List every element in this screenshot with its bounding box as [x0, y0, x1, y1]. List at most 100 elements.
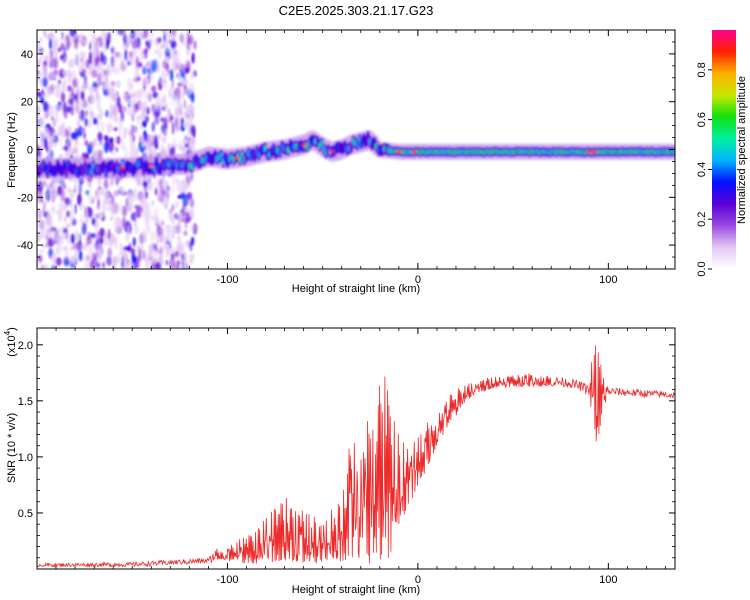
snr-y-label: SNR (10 * v/v)	[6, 413, 18, 483]
broadband-speckle	[179, 92, 185, 100]
snr-y-multiplier: (x104)	[3, 327, 18, 357]
broadband-speckle	[41, 264, 45, 269]
broadband-speckle	[76, 83, 80, 93]
broadband-speckle	[37, 104, 41, 117]
broadband-speckle	[148, 134, 154, 142]
broadband-speckle	[71, 87, 75, 95]
broadband-speckle	[92, 37, 95, 50]
broadband-speckle	[44, 263, 49, 269]
broadband-speckle	[73, 38, 78, 49]
broadband-speckle	[38, 217, 43, 229]
broadband-speckle	[126, 35, 130, 43]
broadband-speckle	[190, 105, 196, 113]
broadband-speckle	[128, 80, 134, 93]
broadband-speckle	[37, 180, 44, 193]
broadband-speckle	[122, 246, 129, 251]
broadband-speckle	[100, 81, 106, 86]
broadband-speckle	[150, 264, 156, 269]
broadband-speckle	[63, 215, 67, 223]
broadband-speckle	[117, 52, 124, 62]
broadband-speckle	[132, 49, 136, 59]
broadband-speckle	[71, 70, 76, 80]
broadband-speckle	[193, 40, 197, 50]
broadband-speckle	[78, 183, 82, 196]
broadband-speckle	[186, 105, 191, 115]
broadband-speckle	[81, 222, 87, 235]
broadband-speckle	[129, 51, 133, 58]
broadband-speckle	[122, 105, 127, 113]
broadband-speckle	[89, 41, 92, 51]
broadband-speckle	[158, 133, 161, 141]
broadband-speckle	[92, 47, 97, 59]
spectrogram-x-tick-label: 100	[599, 274, 617, 286]
broadband-speckle	[120, 63, 127, 72]
broadband-speckle	[48, 71, 54, 81]
broadband-speckle	[110, 211, 114, 219]
broadband-speckle	[112, 49, 117, 58]
broadband-speckle	[94, 252, 99, 257]
colorbar-axes: 0.0 0.2 0.4 0.6 0.8	[696, 62, 712, 277]
colorbar-tick-label: 0.2	[696, 212, 708, 227]
broadband-speckle	[99, 121, 106, 127]
broadband-speckle	[123, 145, 128, 159]
snr-plot-area	[37, 328, 675, 569]
broadband-speckle	[140, 199, 144, 206]
broadband-speckle	[106, 256, 113, 266]
broadband-speckle	[174, 212, 178, 220]
chart-title: C2E5.2025.303.21.17.G23	[279, 3, 434, 18]
broadband-speckle	[130, 106, 135, 119]
colorbar-tick-label: 0.4	[696, 162, 708, 177]
broadband-speckle	[146, 140, 150, 149]
broadband-speckle	[93, 43, 100, 50]
broadband-speckle	[192, 223, 198, 235]
broadband-speckle	[84, 258, 90, 267]
broadband-speckle	[60, 125, 66, 139]
broadband-speckle	[43, 30, 46, 38]
broadband-speckle	[96, 230, 99, 243]
broadband-speckle	[181, 203, 187, 217]
broadband-speckle	[45, 235, 49, 240]
broadband-speckle	[58, 209, 63, 218]
broadband-speckle	[115, 146, 119, 153]
broadband-speckle	[97, 36, 103, 41]
broadband-speckle	[86, 240, 89, 248]
broadband-speckle	[132, 237, 136, 247]
broadband-speckle	[111, 233, 115, 245]
broadband-speckle	[141, 145, 147, 151]
broadband-speckle	[48, 90, 52, 98]
broadband-speckle	[176, 259, 180, 269]
broadband-speckle	[103, 91, 109, 97]
broadband-speckle	[108, 140, 114, 153]
broadband-speckle	[142, 249, 146, 261]
broadband-speckle	[190, 116, 195, 121]
broadband-speckle	[135, 56, 140, 68]
broadband-speckle	[63, 79, 68, 85]
broadband-speckle	[82, 61, 87, 67]
broadband-speckle	[174, 111, 178, 117]
broadband-speckle	[152, 256, 157, 265]
broadband-speckle	[85, 189, 90, 196]
broadband-speckle	[163, 73, 170, 78]
broadband-speckle	[162, 94, 166, 103]
broadband-speckle	[103, 78, 110, 90]
broadband-speckle	[98, 253, 102, 263]
broadband-speckle	[163, 116, 168, 130]
broadband-speckle	[137, 115, 141, 120]
broadband-speckle	[179, 63, 183, 71]
broadband-speckle	[174, 125, 181, 132]
broadband-speckle	[156, 224, 162, 237]
broadband-speckle	[116, 95, 121, 108]
broadband-speckle	[116, 135, 121, 145]
broadband-speckle	[37, 90, 40, 98]
ridge-hotspot	[234, 156, 240, 160]
broadband-speckle	[99, 187, 105, 196]
broadband-speckle	[85, 109, 89, 117]
broadband-speckle	[175, 143, 178, 149]
snr-x-tick-label: 0	[415, 574, 421, 586]
spectrogram-y-tick-label: 40	[21, 49, 33, 61]
broadband-speckle	[96, 214, 99, 219]
spectrogram-y-label: Frequency (Hz)	[6, 112, 18, 188]
broadband-speckle	[104, 199, 111, 206]
broadband-speckle	[151, 103, 156, 113]
broadband-speckle	[188, 207, 195, 218]
